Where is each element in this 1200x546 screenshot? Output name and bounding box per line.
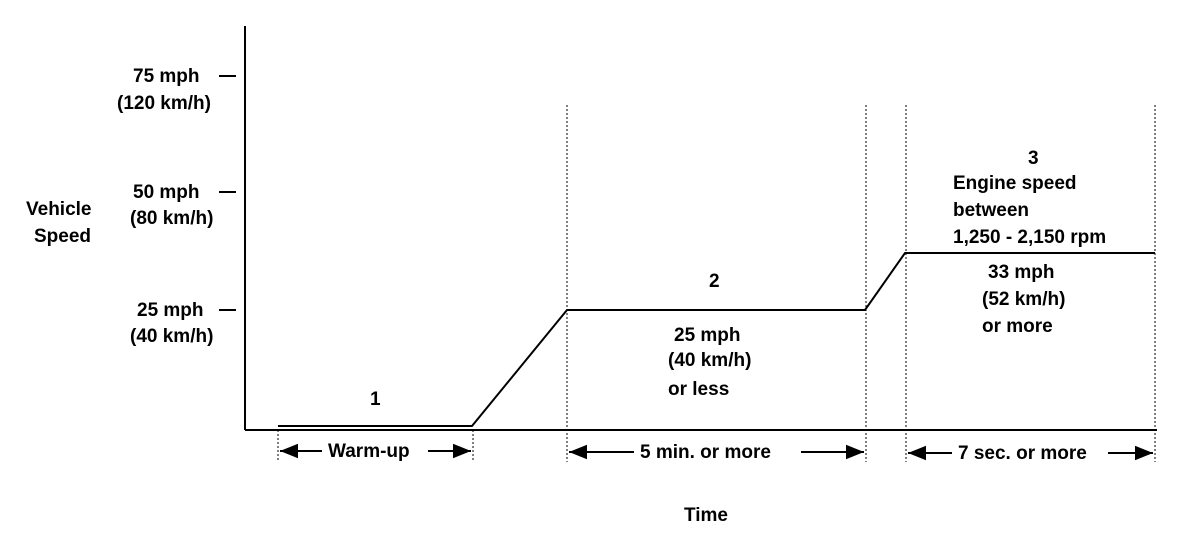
phase-3-duration: 7 sec. or more xyxy=(958,443,1087,464)
phase-3-speed-kmh: (52 km/h) xyxy=(982,289,1065,310)
phase-1-number: 1 xyxy=(370,389,381,410)
phase-3-header-line1: Engine speed xyxy=(953,173,1077,194)
phase-2-speed-qualifier: or less xyxy=(668,379,729,400)
y-axis-title-line1: Vehicle xyxy=(26,199,92,220)
phase-3-header-line2: between xyxy=(953,200,1029,221)
speed-profile-line xyxy=(278,252,1155,427)
phase-2-duration: 5 min. or more xyxy=(640,442,771,463)
phase-3-header-line3: 1,250 - 2,150 rpm xyxy=(953,227,1106,248)
phase-1-duration: Warm-up xyxy=(328,441,410,462)
y-axis-title-line2: Speed xyxy=(34,226,91,247)
phase-2-speed-kmh: (40 km/h) xyxy=(668,350,751,371)
x-axis-title: Time xyxy=(684,505,728,526)
phase-3-speed-qualifier: or more xyxy=(982,316,1053,337)
y-tick-25-kmh: (40 km/h) xyxy=(130,326,213,347)
y-tick-75-kmh: (120 km/h) xyxy=(117,93,211,114)
phase-2-speed-mph: 25 mph xyxy=(674,325,741,346)
phase-2-number: 2 xyxy=(709,271,720,292)
y-tick-25-mph: 25 mph xyxy=(137,300,204,321)
y-tick-50-kmh: (80 km/h) xyxy=(130,208,213,229)
phase-3-number: 3 xyxy=(1028,148,1039,169)
y-tick-50-mph: 50 mph xyxy=(133,182,200,203)
phase-3-speed-mph: 33 mph xyxy=(988,262,1055,283)
y-tick-75-mph: 75 mph xyxy=(133,66,200,87)
